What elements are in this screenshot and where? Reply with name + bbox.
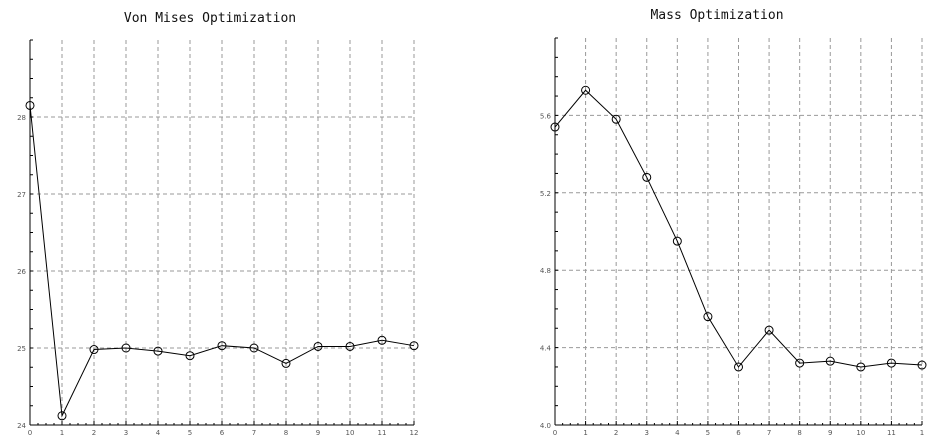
von-mises-x-tick-label: 12 [410, 429, 419, 437]
von-mises-data-point [89, 345, 99, 355]
von-mises-data-point [345, 341, 355, 351]
von-mises-data-point [185, 351, 195, 361]
von-mises-data-point [249, 343, 259, 353]
von-mises-data-point [57, 411, 67, 421]
mass-x-tick-label: 4 [675, 429, 680, 437]
mass-chart-title: Mass Optimization [650, 8, 783, 23]
mass-y-tick-label: 5.2 [540, 190, 551, 198]
mass-data-point [703, 312, 713, 322]
von-mises-data-point [409, 341, 419, 351]
von-mises-data-point [25, 100, 35, 110]
mass-y-tick-label: 4.8 [540, 267, 551, 275]
von-mises-x-tick-label: 3 [124, 429, 128, 437]
mass-data-point [734, 362, 743, 372]
von-mises-x-tick-label: 4 [156, 429, 161, 437]
mass-series-line [554, 89, 923, 368]
von-mises-series-line [29, 105, 415, 418]
von-mises-data-point [377, 335, 387, 345]
mass-x-tick-label: 2 [614, 429, 618, 437]
mass-x-tick-label: 9 [828, 429, 832, 437]
mass-x-tick-label: 1 [583, 429, 587, 437]
mass-data-point [825, 356, 835, 366]
mass-data-point [764, 325, 774, 335]
von-mises-data-point [217, 341, 227, 351]
mass-x-tick-label: 10 [856, 429, 865, 437]
mass-data-point [795, 358, 805, 368]
mass-x-tick-label: 6 [736, 429, 741, 437]
von-mises-data-point [153, 346, 163, 356]
von-mises-x-tick-label: 11 [378, 429, 387, 437]
von-mises-x-tick-label: 2 [92, 429, 96, 437]
von-mises-x-tick-label: 0 [28, 429, 32, 437]
mass-data-point [886, 358, 896, 368]
mass-y-tick-label: 4.4 [540, 345, 552, 353]
mass-y-tick-label: 4.0 [540, 422, 551, 430]
von-mises-y-tick-label: 25 [17, 345, 26, 353]
mass-x-tick-label: 5 [706, 429, 710, 437]
mass-data-point [550, 122, 560, 132]
mass-data-point [917, 360, 927, 370]
mass-x-tick-label: 3 [645, 429, 649, 437]
von-mises-data-point [313, 341, 323, 351]
mass-x-tick-label: 0 [553, 429, 557, 437]
von-mises-data-point [121, 343, 131, 353]
von-mises-x-tick-label: 9 [316, 429, 320, 437]
von-mises-x-tick-label: 1 [60, 429, 64, 437]
von-mises-x-tick-label: 10 [346, 429, 355, 437]
mass-data-point [642, 172, 652, 182]
von-mises-y-tick-label: 26 [17, 268, 26, 276]
von-mises-data-point [281, 358, 291, 368]
von-mises-y-tick-label: 28 [17, 114, 26, 122]
von-mises-x-tick-label: 6 [220, 429, 225, 437]
mass-x-tick-label: 8 [797, 429, 801, 437]
mass-x-tick-label: 7 [767, 429, 771, 437]
von-mises-chart-title: Von Mises Optimization [124, 11, 296, 26]
mass-data-point [611, 114, 621, 124]
mass-data-point [856, 362, 866, 372]
von-mises-y-tick-label: 27 [17, 191, 26, 199]
mass-data-point [672, 236, 682, 246]
von-mises-x-tick-label: 7 [252, 429, 256, 437]
mass-y-tick-label: 5.6 [540, 112, 552, 120]
von-mises-x-tick-label: 5 [188, 429, 192, 437]
von-mises-x-tick-label: 8 [284, 429, 288, 437]
von-mises-y-tick-label: 24 [17, 422, 26, 430]
mass-data-point [581, 85, 591, 95]
mass-x-tick-label: 1 [920, 429, 924, 437]
mass-chart: Mass Optimization 0 1 2 3 4 5 6 7 8 9 10 11 14.04.44… [540, 8, 927, 437]
von-mises-chart: Von Mises Optimization 0 1 2 3 4 5 6 7 8 9 10 11 122… [17, 11, 419, 437]
mass-x-tick-label: 11 [887, 429, 896, 437]
